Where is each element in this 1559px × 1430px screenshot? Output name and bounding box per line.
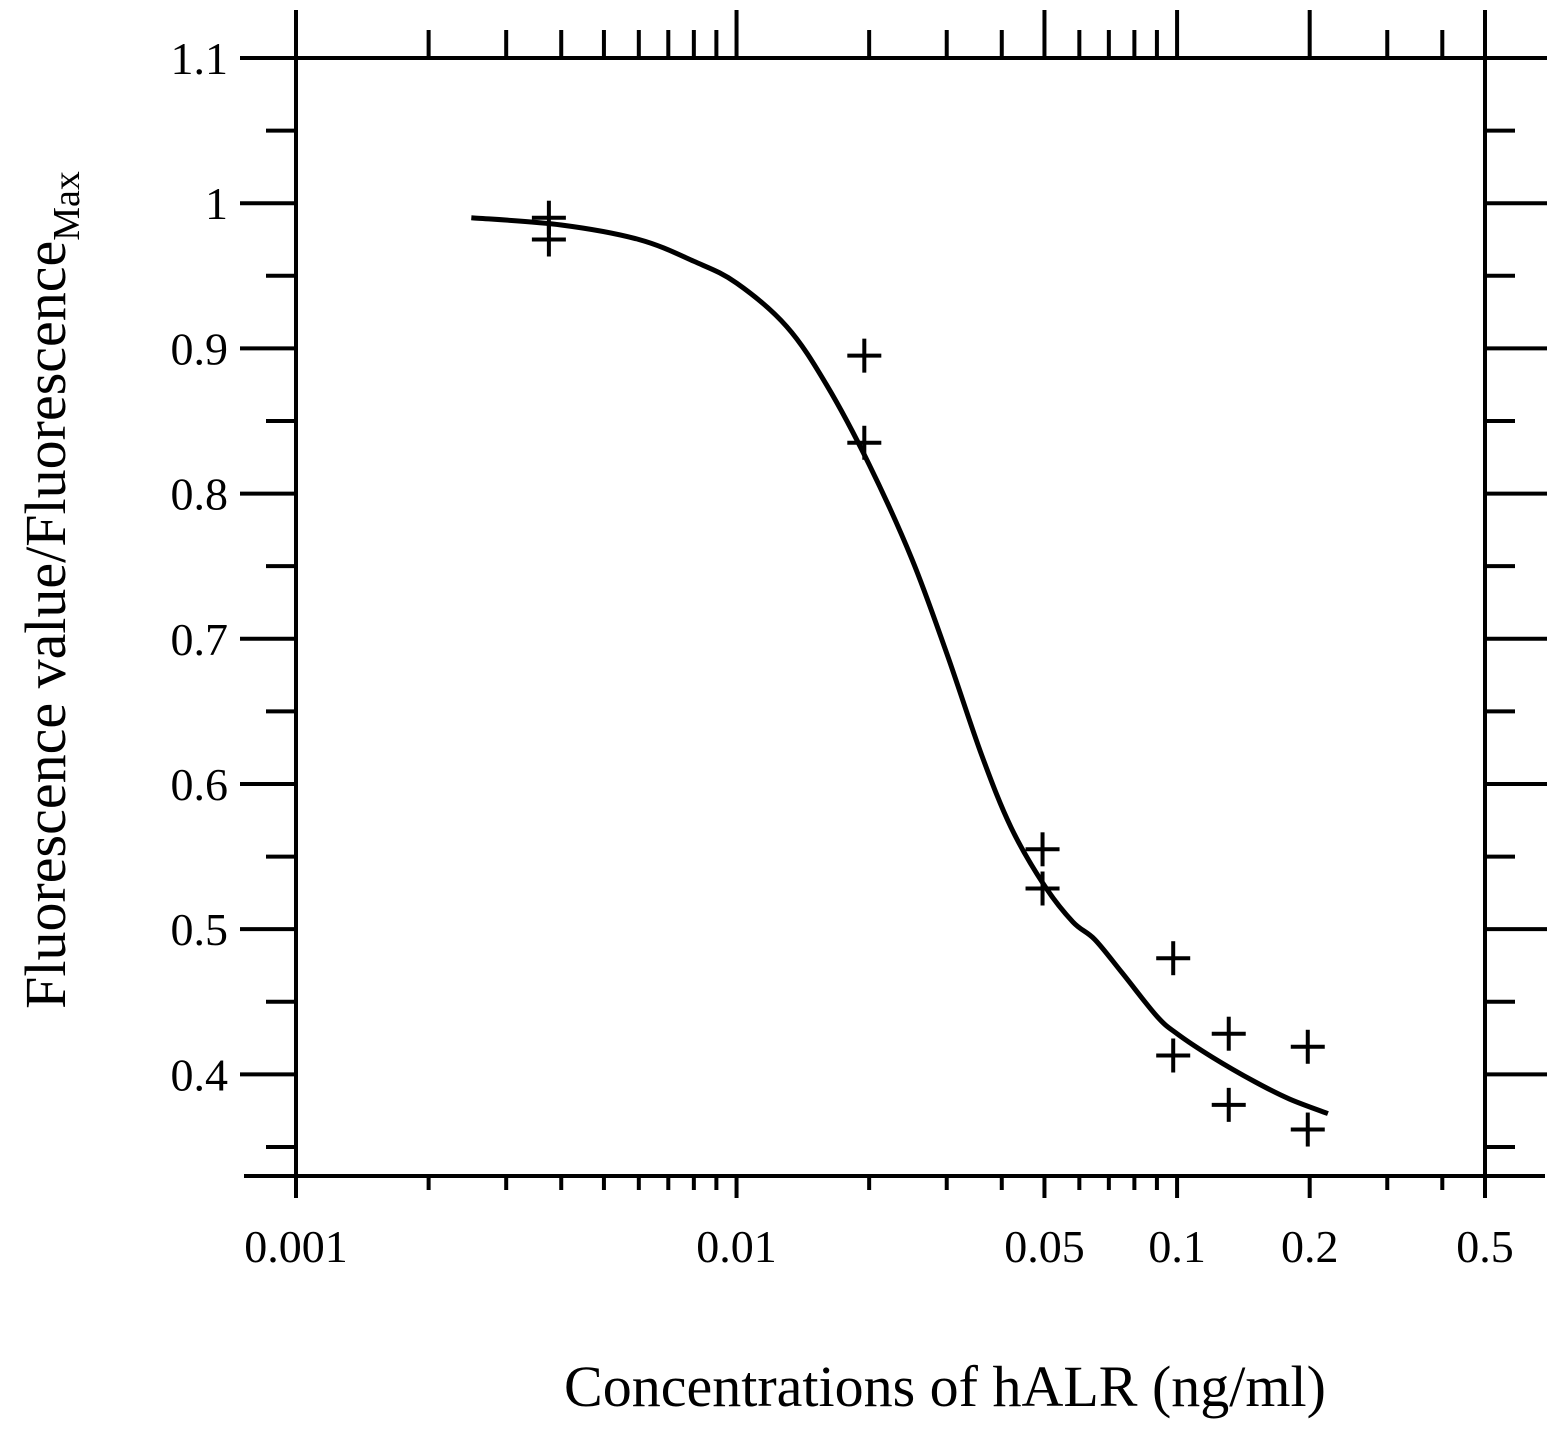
data-points-layer [531, 200, 1325, 1147]
data-point [1156, 941, 1191, 976]
data-point [1025, 871, 1060, 906]
y-tick-label: 0.4 [171, 1049, 229, 1100]
y-tick-label: 0.9 [171, 323, 229, 374]
x-tick-label: 0.2 [1281, 1221, 1339, 1272]
y-axis-label-main: Fluorescence value/Fluorescence [13, 241, 78, 1009]
data-point [1290, 1112, 1325, 1147]
fit-curve [471, 215, 1329, 1116]
data-point [1290, 1029, 1325, 1064]
x-tick-label: 0.05 [1004, 1221, 1085, 1272]
y-tick-label: 0.6 [171, 759, 229, 810]
data-point [1211, 1016, 1246, 1051]
data-point [531, 222, 566, 257]
axis-ticks [240, 10, 1547, 1198]
x-tick-label: 0.1 [1148, 1221, 1206, 1272]
y-axis-label-subscript: Max [46, 171, 88, 241]
x-tick-label: 0.01 [696, 1221, 777, 1272]
y-tick-label: 1 [205, 178, 228, 229]
y-tick-label: 0.8 [171, 469, 229, 520]
x-tick-label: 0.001 [244, 1221, 348, 1272]
data-point [847, 425, 882, 460]
data-point [1025, 832, 1060, 867]
tick-labels: 0.001 0.01 0.05 0.1 0.2 0.5 0.4 0.5 0.6 0.7 0.8 0.9… [171, 33, 1514, 1272]
x-tick-label: 0.5 [1456, 1221, 1514, 1272]
x-axis-label: Concentrations of hALR (ng/ml) [564, 1354, 1326, 1419]
fit-curve-layer [471, 215, 1329, 1116]
y-axis-label: Fluorescence value/FluorescenceMax [13, 171, 88, 1009]
data-point [847, 338, 882, 373]
plot-frame [294, 56, 1487, 1178]
y-tick-label: 0.5 [171, 904, 229, 955]
data-point [1211, 1087, 1246, 1122]
y-tick-label: 0.7 [171, 614, 229, 665]
y-tick-label: 1.1 [171, 33, 229, 84]
data-point [1156, 1038, 1191, 1073]
